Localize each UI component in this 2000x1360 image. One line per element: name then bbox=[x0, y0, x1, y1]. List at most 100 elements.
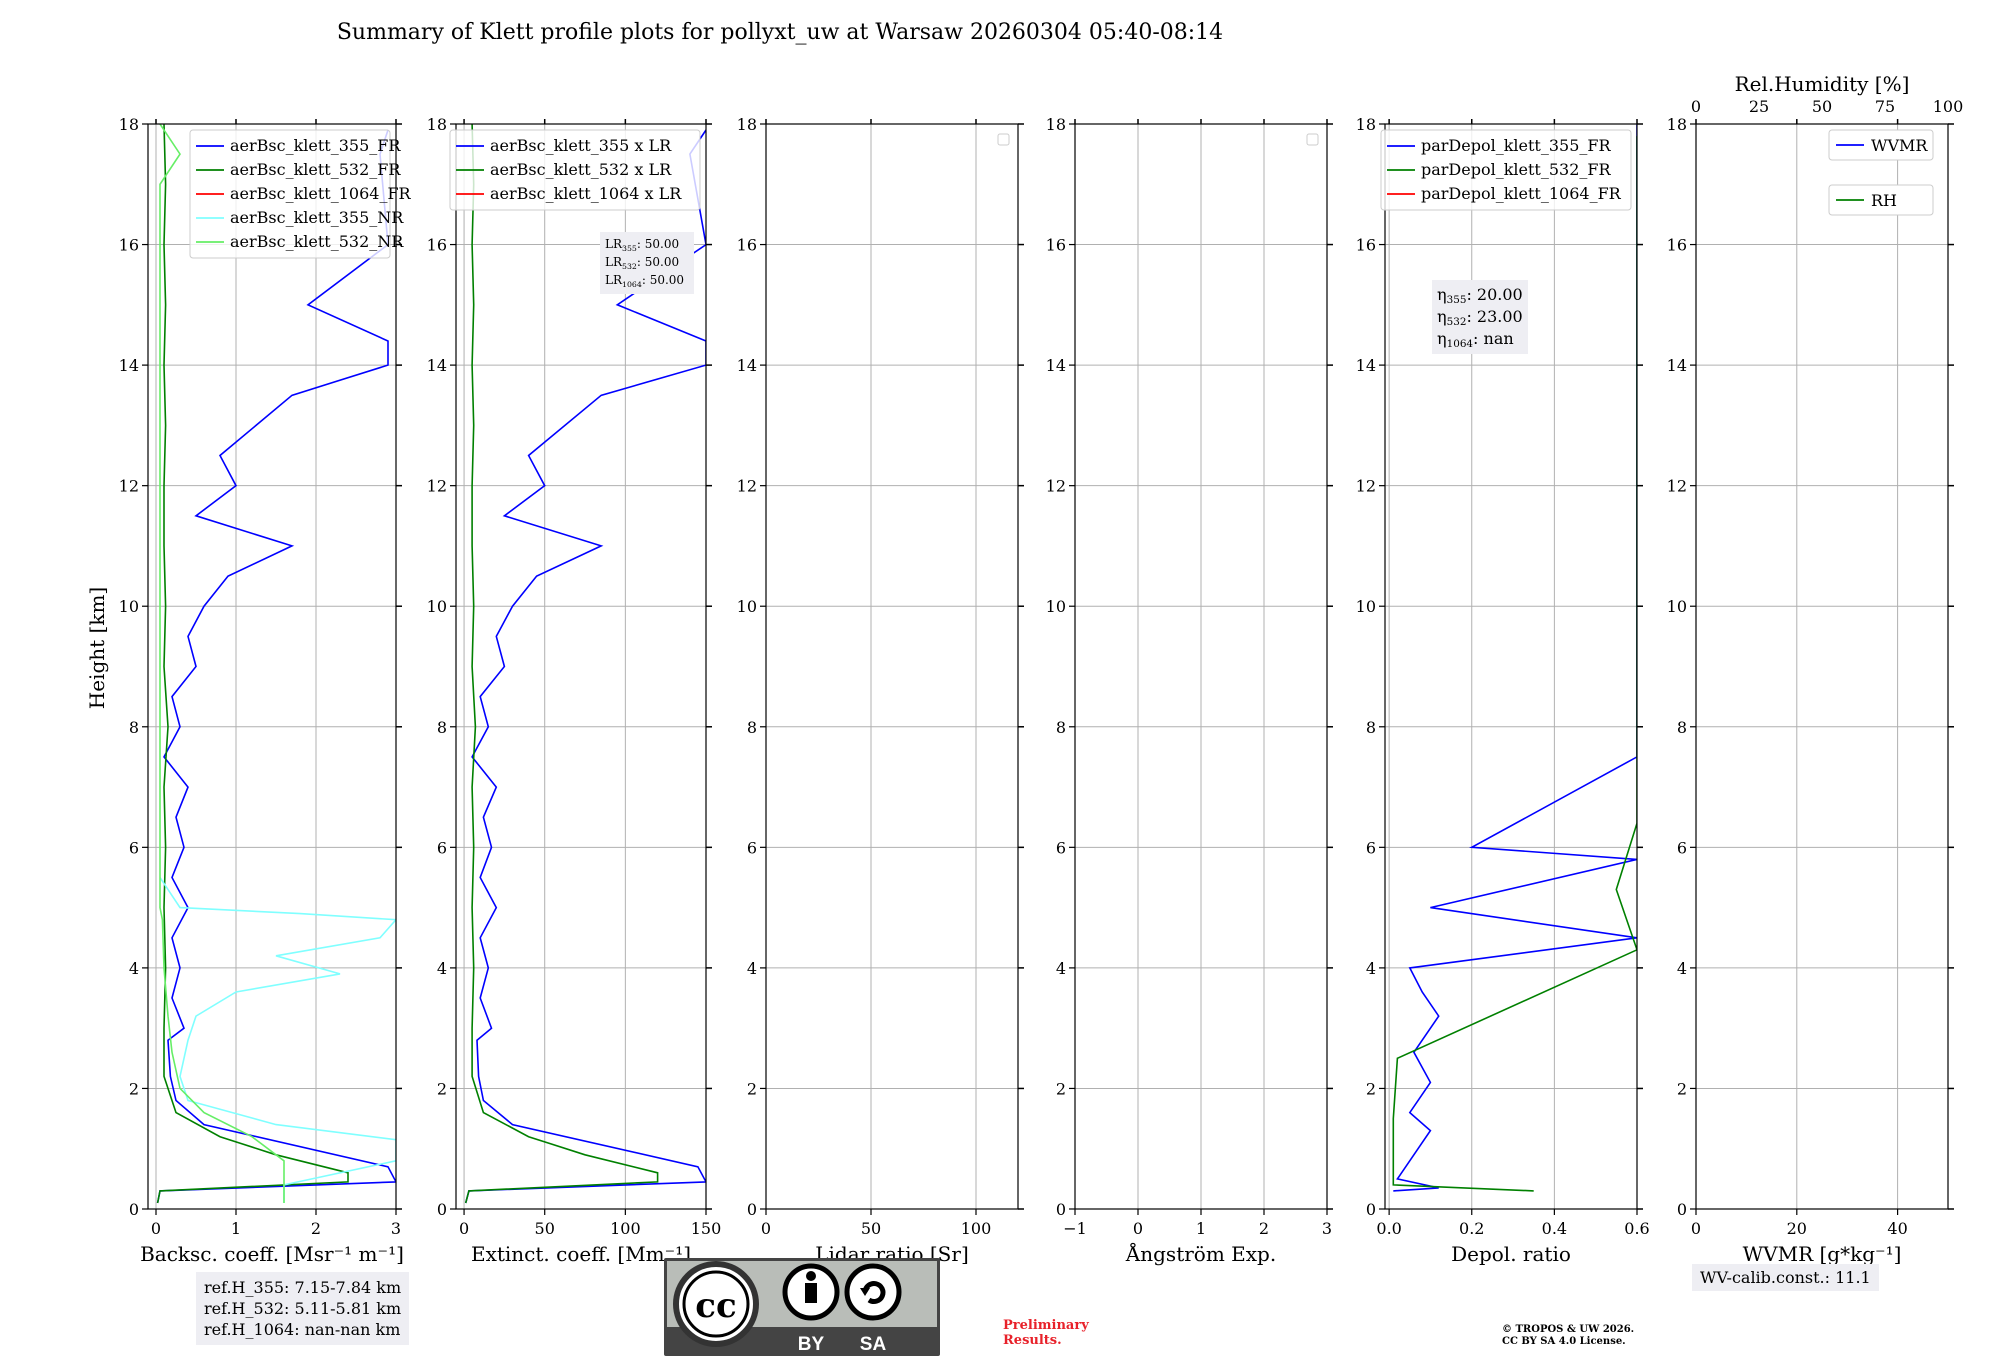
x-axis-label: Extinct. coeff. [Mm⁻¹] bbox=[471, 1242, 691, 1266]
x-tick-label: 0.2 bbox=[1459, 1219, 1484, 1238]
legend-label-parDepol_klett_1064_FR: parDepol_klett_1064_FR bbox=[1421, 184, 1622, 203]
empty-legend-box bbox=[1306, 133, 1319, 146]
y-tick-label: 12 bbox=[1667, 477, 1687, 496]
y-tick-label: 2 bbox=[1677, 1079, 1687, 1098]
x-tick-label: 20 bbox=[1787, 1219, 1807, 1238]
y-tick-label: 12 bbox=[427, 477, 447, 496]
x-tick-label: 100 bbox=[961, 1219, 992, 1238]
y-tick-label: 6 bbox=[1366, 838, 1376, 857]
copyright-line-1: © TROPOS & UW 2026. bbox=[1502, 1324, 1635, 1335]
y-tick-label: 12 bbox=[1356, 477, 1376, 496]
annotation-532: η532: 23.00 bbox=[1437, 307, 1523, 328]
y-tick-label: 0 bbox=[437, 1200, 447, 1219]
y-tick-label: 18 bbox=[1667, 115, 1687, 134]
y-tick-label: 16 bbox=[737, 236, 757, 255]
x-tick-label: 0 bbox=[761, 1219, 771, 1238]
x-tick-label: 3 bbox=[391, 1219, 401, 1238]
sa-icon bbox=[844, 1263, 902, 1321]
y-tick-label: 18 bbox=[1356, 115, 1376, 134]
x-tick-label: 0 bbox=[1133, 1219, 1143, 1238]
x-tick-label: 50 bbox=[861, 1219, 881, 1238]
x-tick-label: 100 bbox=[610, 1219, 641, 1238]
y-tick-label: 10 bbox=[737, 597, 757, 616]
y-tick-label: 4 bbox=[129, 959, 139, 978]
y-axis-label: Height [km] bbox=[85, 587, 109, 709]
y-tick-label: 0 bbox=[747, 1200, 757, 1219]
legend-box bbox=[449, 129, 701, 211]
wv-calibration-box: WV-calib.const.: 11.1 bbox=[1692, 1264, 1879, 1291]
y-tick-label: 18 bbox=[427, 115, 447, 134]
top-x-tick-label: 100 bbox=[1933, 97, 1964, 116]
y-tick-label: 2 bbox=[747, 1079, 757, 1098]
y-tick-label: 0 bbox=[129, 1200, 139, 1219]
x-tick-label: 3 bbox=[1322, 1219, 1332, 1238]
y-tick-label: 6 bbox=[747, 838, 757, 857]
legend-label-parDepol_klett_532_FR: parDepol_klett_532_FR bbox=[1421, 160, 1612, 179]
y-tick-label: 4 bbox=[1366, 959, 1376, 978]
annotation-box bbox=[1432, 280, 1528, 354]
y-tick-label: 6 bbox=[129, 838, 139, 857]
y-tick-label: 18 bbox=[1046, 115, 1066, 134]
y-tick-label: 2 bbox=[129, 1079, 139, 1098]
y-tick-label: 16 bbox=[1356, 236, 1376, 255]
y-tick-label: 10 bbox=[1356, 597, 1376, 616]
y-tick-label: 14 bbox=[119, 356, 139, 375]
copyright-line-2: CC BY SA 4.0 License. bbox=[1502, 1336, 1626, 1347]
y-tick-label: 10 bbox=[1667, 597, 1687, 616]
legend-label-parDepol_klett_355_FR: parDepol_klett_355_FR bbox=[1421, 136, 1612, 155]
y-tick-label: 14 bbox=[1667, 356, 1687, 375]
y-tick-label: 12 bbox=[737, 477, 757, 496]
x-tick-label: 0.0 bbox=[1376, 1219, 1401, 1238]
y-tick-label: 4 bbox=[1056, 959, 1066, 978]
y-tick-label: 16 bbox=[1667, 236, 1687, 255]
x-tick-label: 2 bbox=[1259, 1219, 1269, 1238]
y-tick-label: 14 bbox=[1046, 356, 1066, 375]
x-axis-label: Backsc. coeff. [Msr⁻¹ m⁻¹] bbox=[140, 1242, 404, 1266]
empty-legend-box bbox=[997, 133, 1010, 146]
copyright-note: © TROPOS & UW 2026. CC BY SA 4.0 License… bbox=[1502, 1324, 1634, 1348]
top-x-tick-label: 50 bbox=[1812, 97, 1832, 116]
series-line-aerBsc_klett_355 x LR bbox=[464, 129, 706, 1204]
axes-frame bbox=[765, 123, 1019, 1210]
y-tick-label: 6 bbox=[437, 838, 447, 857]
y-tick-label: 2 bbox=[437, 1079, 447, 1098]
y-tick-label: 14 bbox=[427, 356, 447, 375]
top-x-axis-label: Rel.Humidity [%] bbox=[1735, 72, 1910, 96]
y-tick-label: 2 bbox=[1366, 1079, 1376, 1098]
cc-by-sa-logo: cc BY SA bbox=[664, 1258, 940, 1356]
legend-label-aerBsc_klett_355 x LR: aerBsc_klett_355 x LR bbox=[490, 136, 672, 155]
y-tick-label: 18 bbox=[119, 115, 139, 134]
sa-label: SA bbox=[860, 1334, 887, 1355]
legend-box-WVMR bbox=[1828, 129, 1934, 161]
y-tick-label: 0 bbox=[1366, 1200, 1376, 1219]
y-tick-label: 8 bbox=[129, 718, 139, 737]
x-tick-label: 40 bbox=[1887, 1219, 1907, 1238]
legend-label-aerBsc_klett_532 x LR: aerBsc_klett_532 x LR bbox=[490, 160, 672, 179]
legend-label-aerBsc_klett_1064_FR: aerBsc_klett_1064_FR bbox=[230, 184, 412, 203]
y-tick-label: 10 bbox=[1046, 597, 1066, 616]
annotation-355: η355: 20.00 bbox=[1437, 285, 1523, 306]
chart-title: Summary of Klett profile plots for polly… bbox=[336, 20, 1224, 45]
y-tick-label: 16 bbox=[1046, 236, 1066, 255]
legend-label-aerBsc_klett_355_NR: aerBsc_klett_355_NR bbox=[230, 208, 404, 227]
svg-text:cc: cc bbox=[695, 1286, 736, 1326]
y-tick-label: 14 bbox=[1356, 356, 1376, 375]
preliminary-note: Preliminary Results. bbox=[1003, 1318, 1089, 1348]
ref-height-532: ref.H_532: 5.11-5.81 km bbox=[204, 1299, 402, 1318]
legend-label-aerBsc_klett_532_NR: aerBsc_klett_532_NR bbox=[230, 232, 404, 251]
legend-label-aerBsc_klett_1064 x LR: aerBsc_klett_1064 x LR bbox=[490, 184, 682, 203]
legend-box bbox=[189, 129, 391, 259]
preliminary-line-1: Preliminary bbox=[1003, 1318, 1089, 1333]
axes-frame bbox=[147, 123, 397, 1210]
y-tick-label: 10 bbox=[427, 597, 447, 616]
legend-label-aerBsc_klett_355_FR: aerBsc_klett_355_FR bbox=[230, 136, 401, 155]
y-tick-label: 16 bbox=[427, 236, 447, 255]
series-line-aerBsc_klett_532 x LR bbox=[464, 124, 659, 1204]
y-tick-label: 8 bbox=[1366, 718, 1376, 737]
x-tick-label: 2 bbox=[311, 1219, 321, 1238]
y-tick-label: 12 bbox=[119, 477, 139, 496]
y-tick-label: 8 bbox=[747, 718, 757, 737]
